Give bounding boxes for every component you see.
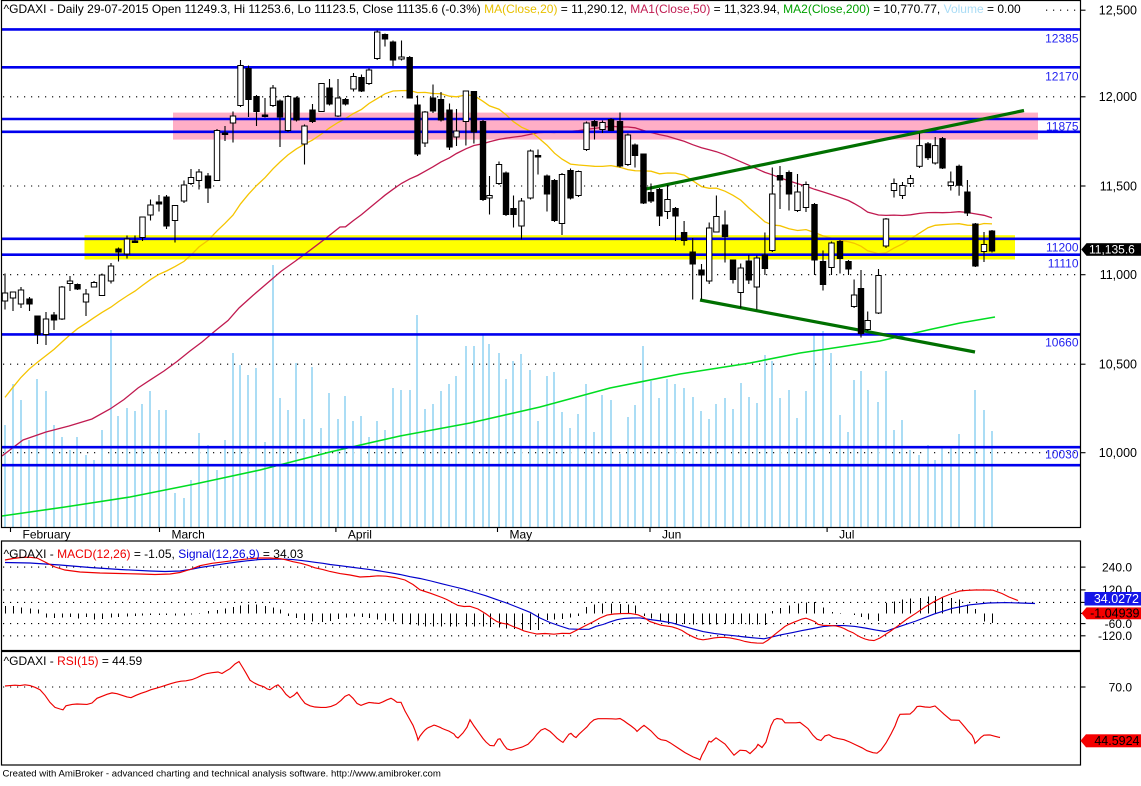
svg-text:-120.0: -120.0 — [1098, 629, 1132, 643]
svg-text:10660: 10660 — [1045, 336, 1079, 350]
svg-text:^GDAXI - Daily 29-07-2015 Open: ^GDAXI - Daily 29-07-2015 Open 11249.3, … — [4, 2, 1021, 16]
svg-text:^GDAXI - RSI(15) = 44.59: ^GDAXI - RSI(15) = 44.59 — [4, 654, 143, 668]
svg-text:11,135.6: 11,135.6 — [1089, 242, 1135, 256]
svg-text:12385: 12385 — [1045, 32, 1079, 46]
svg-text:10,500: 10,500 — [1099, 358, 1137, 372]
svg-text:^GDAXI - MACD(12,26) = -1.05,: ^GDAXI - MACD(12,26) = -1.05, Signal(12,… — [4, 547, 304, 561]
svg-text:May: May — [510, 528, 533, 542]
svg-text:Created with AmiBroker - advan: Created with AmiBroker - advanced charti… — [3, 769, 441, 780]
svg-text:11200: 11200 — [1046, 241, 1079, 255]
svg-text:-1.04939: -1.04939 — [1090, 606, 1139, 620]
svg-text:March: March — [172, 528, 205, 542]
svg-text:February: February — [23, 528, 71, 542]
svg-text:11110: 11110 — [1048, 257, 1079, 271]
svg-text:44.5924: 44.5924 — [1094, 734, 1139, 748]
svg-text:April: April — [348, 528, 372, 542]
svg-text:Jul: Jul — [839, 528, 854, 542]
svg-text:70.0: 70.0 — [1109, 680, 1133, 694]
svg-text:11,000: 11,000 — [1100, 268, 1137, 282]
svg-text:10,000: 10,000 — [1099, 446, 1137, 460]
svg-text:240.0: 240.0 — [1102, 560, 1132, 574]
svg-text:10030: 10030 — [1045, 448, 1079, 462]
svg-text:12170: 12170 — [1045, 70, 1079, 84]
svg-text:34.0272: 34.0272 — [1094, 592, 1139, 606]
svg-text:12,500: 12,500 — [1099, 4, 1137, 18]
svg-text:11,500: 11,500 — [1100, 179, 1137, 193]
svg-text:12,000: 12,000 — [1099, 90, 1137, 104]
svg-text:Jun: Jun — [662, 528, 681, 542]
svg-text:11875: 11875 — [1046, 120, 1079, 134]
